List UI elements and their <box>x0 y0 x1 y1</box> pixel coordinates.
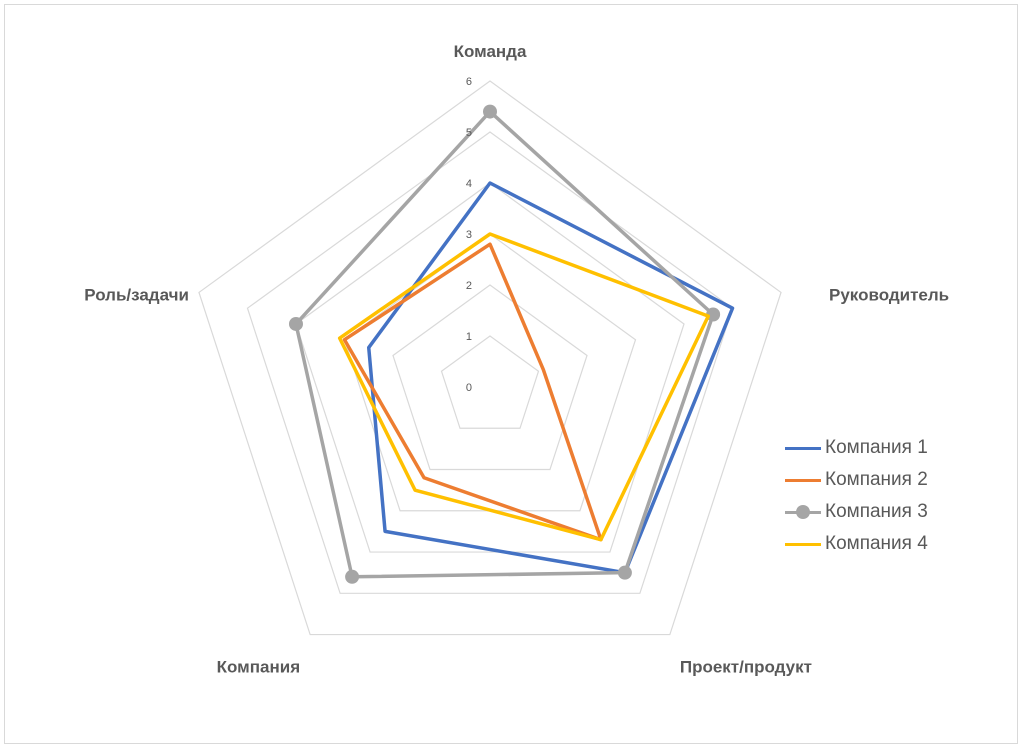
axis-label: Команда <box>454 42 527 61</box>
radar-tick-labels: 0 1 2 3 4 5 6 <box>466 76 472 394</box>
legend: Компания 1 Компания 2 Компания 3 Компания 4 <box>785 432 928 560</box>
grid-ring-1 <box>440 335 540 429</box>
legend-marker <box>796 505 810 519</box>
data-point <box>288 316 303 331</box>
tick-label: 6 <box>466 76 472 88</box>
series-2 <box>342 242 603 542</box>
series-line <box>337 232 711 542</box>
tick-label: 5 <box>466 127 472 139</box>
radar-axis-labels: Команда Руководитель Проект/продукт Компани… <box>84 42 949 677</box>
legend-label: Компания 3 <box>825 501 928 522</box>
axis-label: Проект/продукт <box>680 658 812 677</box>
legend-item: Компания 2 <box>785 464 928 496</box>
axis-label: Роль/задачи <box>84 285 189 304</box>
legend-swatch <box>785 468 821 492</box>
tick-label: 3 <box>466 229 472 241</box>
legend-swatch <box>785 436 821 460</box>
tick-label: 4 <box>466 178 472 190</box>
legend-line <box>785 479 821 482</box>
legend-item: Компания 1 <box>785 432 928 464</box>
legend-swatch <box>785 500 821 524</box>
series-1 <box>366 181 735 575</box>
axis-label: Компания <box>217 658 300 677</box>
series-line <box>342 242 603 542</box>
data-point <box>617 565 632 580</box>
series-line <box>294 109 715 579</box>
tick-label: 0 <box>466 382 472 394</box>
tick-label: 1 <box>466 331 472 343</box>
grid-ring-4 <box>295 182 685 553</box>
series-3 <box>288 104 721 584</box>
radar-series <box>288 104 735 584</box>
series-4 <box>337 232 711 542</box>
legend-label: Компания 1 <box>825 437 928 458</box>
legend-label: Компания 4 <box>825 533 928 554</box>
series-line <box>366 181 735 575</box>
radar-grid <box>198 80 782 636</box>
tick-label: 2 <box>466 280 472 292</box>
legend-line <box>785 543 821 546</box>
legend-item: Компания 3 <box>785 496 928 528</box>
grid-ring-5 <box>246 131 734 594</box>
data-point <box>706 307 721 322</box>
legend-swatch <box>785 532 821 556</box>
grid-ring-6 <box>198 80 782 636</box>
chart-area <box>4 4 1018 744</box>
data-point <box>345 569 360 584</box>
legend-label: Компания 2 <box>825 469 928 490</box>
legend-item: Компания 4 <box>785 528 928 560</box>
grid-ring-2 <box>392 284 588 471</box>
data-point <box>483 104 497 119</box>
legend-line <box>785 447 821 450</box>
axis-label: Руководитель <box>829 285 949 304</box>
